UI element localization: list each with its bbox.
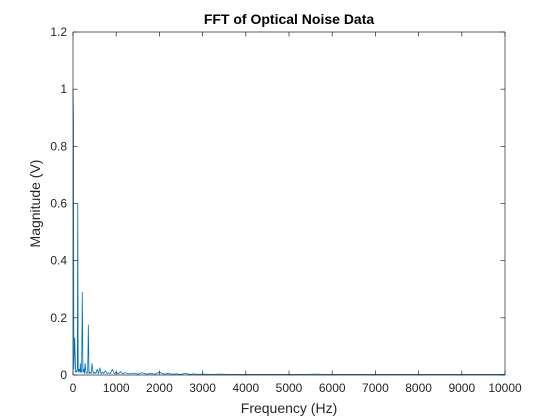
y-tick-label: 0.8: [50, 139, 67, 153]
y-tick-label: 1: [60, 82, 67, 96]
x-axis-label: Frequency (Hz): [241, 400, 337, 416]
x-tick-label: 7000: [362, 381, 389, 395]
plot-area: [73, 32, 505, 375]
x-tick-label: 3000: [189, 381, 216, 395]
x-tick-label: 6000: [319, 381, 346, 395]
x-tick-label: 1000: [103, 381, 130, 395]
chart-title: FFT of Optical Noise Data: [204, 11, 375, 27]
x-tick-label: 0: [70, 381, 77, 395]
y-axis-label: Magnitude (V): [27, 160, 43, 248]
y-tick-label: 0: [60, 368, 67, 382]
x-tick-label: 9000: [448, 381, 475, 395]
x-tick-label: 5000: [276, 381, 303, 395]
x-tick-label: 8000: [405, 381, 432, 395]
x-tick-label: 2000: [146, 381, 173, 395]
y-tick-label: 1.2: [50, 25, 67, 39]
y-tick-label: 0.4: [50, 254, 67, 268]
y-tick-label: 0.6: [50, 197, 67, 211]
x-tick-label: 10000: [488, 381, 522, 395]
x-tick-label: 4000: [232, 381, 259, 395]
y-tick-label: 0.2: [50, 311, 67, 325]
